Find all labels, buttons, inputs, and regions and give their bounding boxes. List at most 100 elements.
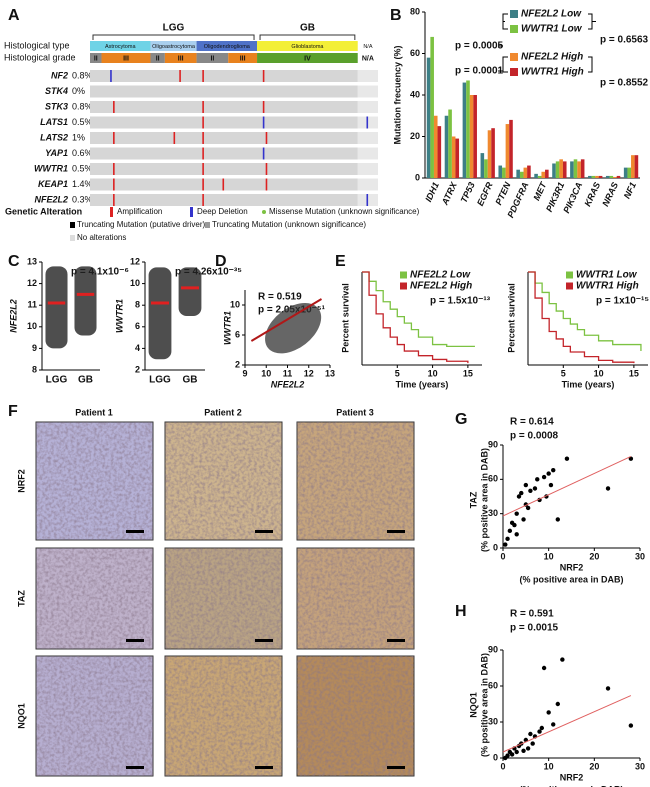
bar — [444, 115, 449, 178]
micrograph-texture — [165, 422, 282, 540]
y-tick-label: 30 — [488, 716, 498, 726]
column-label: Patient 2 — [204, 407, 242, 417]
point — [530, 741, 535, 746]
x-axis-label: Time (years) — [562, 379, 615, 389]
group-label: GB — [300, 23, 315, 34]
bar — [598, 175, 603, 178]
grade-label: N/A — [362, 55, 374, 62]
gene-percent: 0.6% — [72, 148, 93, 158]
annotation: p = 0.0005 — [455, 41, 504, 52]
scale-bar — [126, 530, 144, 533]
point — [551, 467, 556, 473]
gene-percent: 0% — [72, 86, 85, 96]
x-tick-label: ATRX — [439, 180, 459, 208]
micrograph-texture — [165, 656, 282, 776]
deep-deletion — [366, 116, 369, 129]
point — [525, 746, 531, 751]
fit-line — [502, 455, 632, 517]
y-axis-label: Mutation frecuency (%) — [392, 45, 402, 144]
x-tick-label: LGG — [46, 375, 68, 386]
scale-bar — [255, 766, 273, 769]
y-tick-label: 30 — [488, 508, 498, 518]
annotation: R = 0.591 — [510, 609, 554, 620]
y-tick-label: 40 — [410, 89, 420, 99]
point — [541, 665, 547, 671]
legend-label: NFE2L2 Low — [410, 270, 471, 281]
y-axis-label: WWTR1 — [222, 311, 232, 345]
bar — [609, 175, 614, 178]
gene-percent: 0.8% — [72, 101, 93, 111]
legend-label: Deep Deletion — [197, 207, 248, 216]
group-label: LGG — [163, 23, 185, 34]
bar — [591, 175, 596, 178]
grade-segment — [150, 53, 165, 63]
annotation: p = 0.8552 — [600, 78, 649, 89]
micrograph-texture — [165, 548, 282, 649]
bar — [462, 82, 467, 178]
bar — [562, 161, 567, 178]
y-tick-label: 12 — [27, 278, 37, 288]
x-tick-label: 0 — [500, 551, 505, 561]
legend-swatch — [400, 271, 407, 279]
x-axis-label: NRF2 — [560, 562, 584, 572]
gene-name: LATS2 — [40, 132, 68, 142]
panel-label: D — [215, 253, 227, 270]
gene-track — [90, 147, 358, 160]
y-tick-label: 6 — [135, 321, 140, 331]
annotation: p = 0.0015 — [510, 623, 559, 634]
type-segment — [357, 41, 378, 51]
y-axis-label: NQO1 — [468, 692, 478, 718]
point — [514, 532, 519, 537]
dot-cloud — [74, 266, 97, 336]
type-label: Astrocytoma — [105, 44, 137, 50]
point — [503, 542, 508, 547]
scale-bar — [126, 639, 144, 642]
type-label: Glioblastoma — [291, 44, 324, 50]
gene-track — [90, 85, 358, 98]
gene-track — [90, 132, 358, 144]
type-label: N/A — [363, 44, 373, 50]
gene-track — [90, 70, 358, 82]
x-tick-label: NRAS — [600, 181, 620, 208]
amplification — [113, 163, 115, 175]
y-axis-label: WWTR1 — [114, 299, 124, 333]
gene-percent: 1.4% — [72, 179, 93, 189]
point — [539, 725, 545, 731]
x-tick-label: LGG — [149, 375, 171, 386]
y-tick-label: 9 — [32, 343, 37, 353]
amplification — [265, 178, 268, 191]
amplification — [202, 194, 204, 206]
survival-curve — [528, 271, 642, 352]
scale-bar — [387, 530, 405, 533]
amplification — [262, 70, 265, 82]
y-axis-label: (% positive area in DAB) — [479, 653, 489, 757]
y-tick-label: 60 — [410, 48, 420, 58]
legend-swatch — [566, 282, 573, 290]
point — [521, 517, 526, 522]
x-axis-label: (% positive area in DAB) — [519, 574, 623, 584]
x-tick-label: 15 — [629, 368, 639, 378]
amplification — [202, 101, 204, 113]
gene-track-na — [357, 178, 378, 191]
x-tick-label: 30 — [635, 761, 645, 771]
legend-swatch — [110, 207, 113, 217]
annotation: p = 0.6563 — [600, 35, 649, 46]
annotation: R = 0.614 — [510, 417, 554, 428]
panel-label: H — [455, 603, 467, 620]
scale-bar — [387, 766, 405, 769]
deep-deletion — [262, 147, 265, 160]
dot-cloud — [45, 266, 68, 349]
point — [541, 474, 547, 480]
micrograph-texture — [297, 548, 414, 649]
point — [605, 486, 611, 491]
bar — [516, 169, 520, 178]
amplification — [222, 178, 225, 191]
bar — [437, 126, 442, 178]
scale-bar — [387, 639, 405, 642]
x-tick-label: 11 — [283, 368, 293, 378]
x-axis-label: NFE2L2 — [271, 379, 305, 389]
bar — [588, 175, 592, 178]
gene-track — [90, 163, 358, 175]
gene-name: NFE2L2 — [34, 194, 68, 204]
gene-percent: 0.5% — [72, 163, 93, 173]
